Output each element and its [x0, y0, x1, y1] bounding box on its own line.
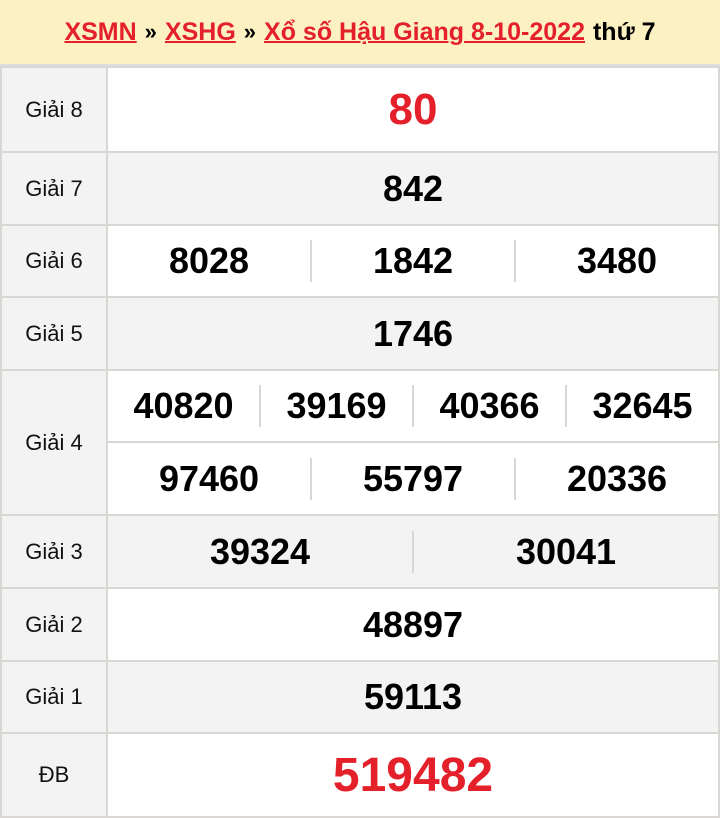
prize-number: 59113: [106, 660, 720, 734]
prize-label: Giải 4: [0, 369, 108, 516]
prize-label: Giải 3: [0, 514, 108, 589]
prize-number: 20336: [514, 457, 718, 500]
prize-number: 1842: [310, 240, 514, 282]
prize-row-g7: Giải 7 842: [0, 151, 720, 226]
prize-row-g4: Giải 4 40820 39169 40366 32645: [0, 369, 720, 516]
prize-number: 55797: [310, 457, 514, 500]
prize-number: 48897: [106, 587, 720, 662]
special-prize-number: 519482: [106, 732, 720, 818]
prize-numbers: 97460 55797 20336: [106, 441, 720, 516]
prize-number: 30041: [412, 530, 718, 573]
prize-number: 1746: [106, 296, 720, 371]
prize-label: Giải 1: [0, 660, 108, 734]
prize-row-g3: Giải 3 39324 30041: [0, 514, 720, 589]
prize-row-g8: Giải 8 80: [0, 66, 720, 153]
result-date-link[interactable]: Xổ số Hậu Giang 8-10-2022: [264, 17, 585, 46]
xshg-link[interactable]: XSHG: [164, 17, 236, 46]
breadcrumb-separator: »: [144, 19, 157, 44]
weekday: thứ 7: [592, 17, 656, 46]
prize-number: 8028: [168, 240, 250, 281]
prize-label: Giải 2: [0, 587, 108, 662]
prize-row-g2: Giải 2 48897: [0, 587, 720, 662]
prize-number: 40820: [133, 385, 234, 426]
prize-row-g1: Giải 1 59113: [0, 660, 720, 734]
xsmn-link[interactable]: XSMN: [64, 17, 137, 46]
prize-number: 80: [106, 66, 720, 153]
prize-row-g4-2: 97460 55797 20336: [1, 441, 720, 516]
prize-label: ĐB: [0, 732, 108, 818]
prize-row-g6: Giải 6 8028 1842 3480: [0, 224, 720, 298]
breadcrumb: XSMN » XSHG » Xổ số Hậu Giang 8-10-2022 …: [0, 0, 720, 66]
prize-number: 97460: [158, 457, 260, 499]
prize-label: Giải 6: [0, 224, 108, 298]
prize-numbers: 40820 39169 40366 32645: [106, 369, 720, 443]
prize-number: 32645: [565, 385, 718, 427]
prize-number: 842: [106, 151, 720, 226]
prize-label: Giải 8: [0, 66, 108, 153]
breadcrumb-separator: »: [243, 19, 257, 44]
prize-number: 40366: [412, 385, 565, 427]
prize-number: 39324: [209, 530, 311, 572]
prize-number: 3480: [514, 240, 718, 282]
prize-numbers: 39324 30041: [106, 514, 720, 589]
results-table: Giải 8 80 Giải 7 842 Giải 6 8028 1842 34…: [0, 66, 720, 818]
prize-row-db: ĐB 519482: [0, 732, 720, 818]
prize-number: 39169: [259, 385, 412, 427]
prize-numbers: 8028 1842 3480: [106, 224, 720, 298]
prize-row-g5: Giải 5 1746: [0, 296, 720, 371]
prize-label: Giải 5: [0, 296, 108, 371]
prize-label: Giải 7: [0, 151, 108, 226]
